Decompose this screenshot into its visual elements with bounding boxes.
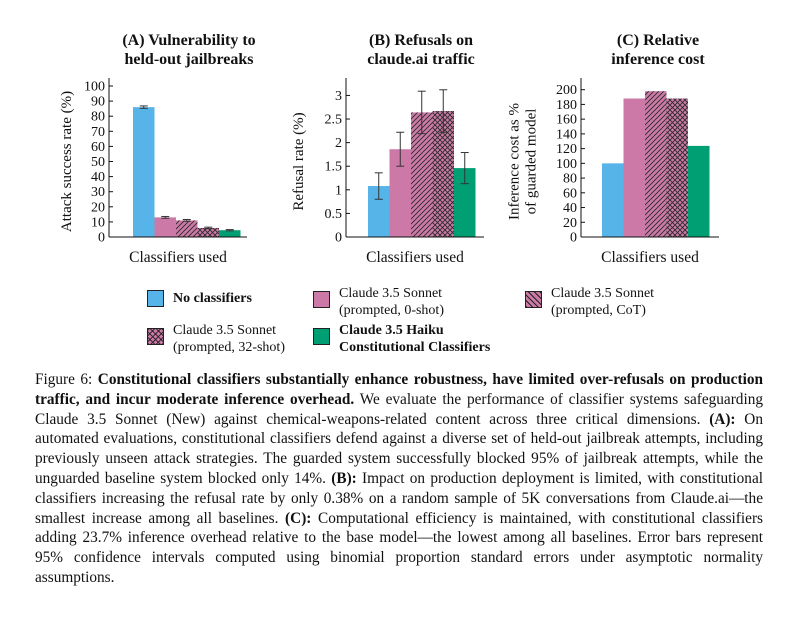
chart-b: (B) Refusals on claude.ai traffic 0 0.5 1 1.5… xyxy=(291,32,484,266)
caption-text-a: On automated evaluations, constitutional… xyxy=(35,410,764,487)
legend-text-sonnet-0shot: Claude 3.5 Sonnet (prompted, 0-shot) xyxy=(339,285,444,319)
legend-label-sonnet-0shot-line2: (prompted, 0-shot) xyxy=(339,303,444,318)
legend-item-haiku-cc: Claude 3.5 Haiku Constitutional Classifi… xyxy=(313,322,490,356)
chart-a: (A) Vulnerability to held-out jailbreaks 0… xyxy=(59,32,256,266)
caption-label: Figure 6: xyxy=(35,371,98,388)
legend-swatch-sonnet-cot xyxy=(525,291,542,308)
chart-b-ytick-label: 0 xyxy=(335,231,342,246)
chart-b-ytick-label: 3 xyxy=(335,89,342,104)
caption-text-c: Computational efficiency is maintained, … xyxy=(35,509,763,586)
chart-b-ytick-label: 0.5 xyxy=(325,207,343,222)
legend-swatch-no-classifiers xyxy=(147,290,164,307)
chart-c-ytick-label: 200 xyxy=(556,83,577,98)
chart-a-ytick-label: 10 xyxy=(91,215,105,230)
chart-a-ytick-label: 30 xyxy=(91,185,105,200)
caption-text-b: Impact on production deployment is limit… xyxy=(35,469,763,527)
chart-b-xlabel: Classifiers used xyxy=(366,249,464,266)
chart-b-ytick-label: 1.5 xyxy=(325,160,343,175)
legend-item-sonnet-0shot: Claude 3.5 Sonnet (prompted, 0-shot) xyxy=(313,285,444,319)
chart-c-bar-none xyxy=(602,163,624,237)
chart-b-ytick-label: 2 xyxy=(335,136,342,151)
chart-b-bar-haiku xyxy=(454,168,476,237)
legend-label-haiku-cc-line2: Constitutional Classifiers xyxy=(339,340,491,355)
chart-b-ytick-label: 1 xyxy=(335,183,342,198)
chart-c-ytick-label: 80 xyxy=(563,172,577,187)
chart-a-bar-none xyxy=(133,107,155,237)
chart-a-bar-haiku xyxy=(219,230,241,237)
legend-text-haiku-cc: Claude 3.5 Haiku Constitutional Classifi… xyxy=(339,322,490,356)
chart-a-bar-cot xyxy=(176,220,198,237)
legend-item-no-classifiers: No classifiers xyxy=(147,290,252,307)
chart-b-bar-shot32 xyxy=(432,111,454,237)
chart-c-xlabel: Classifiers used xyxy=(601,249,699,266)
legend-swatch-sonnet-32shot xyxy=(147,328,164,345)
caption-tag-b: (B): xyxy=(331,469,357,487)
legend-item-sonnet-cot: Claude 3.5 Sonnet (prompted, CoT) xyxy=(525,285,654,319)
chart-c-bar-cot xyxy=(645,91,667,237)
chart-a-ytick-label: 50 xyxy=(91,155,105,170)
chart-a-ytick-label: 60 xyxy=(91,140,105,155)
chart-a-ytick-label: 40 xyxy=(91,170,105,185)
chart-c-title-line-1: (C) Relative xyxy=(617,32,699,49)
legend-swatch-sonnet-0shot xyxy=(313,291,330,308)
chart-a-xlabel: Classifiers used xyxy=(129,249,227,266)
chart-a-ytick-label: 90 xyxy=(91,95,105,110)
legend-label-no-classifiers: No classifiers xyxy=(173,291,252,306)
chart-a-ytick-label: 20 xyxy=(91,200,105,215)
legend-text-sonnet-32shot: Claude 3.5 Sonnet (prompted, 32-shot) xyxy=(173,322,285,356)
chart-c-ylabel-line-2: of guarded model xyxy=(524,109,540,215)
legend-swatch-haiku-cc xyxy=(313,328,330,345)
chart-b-title-line-2: claude.ai traffic xyxy=(367,51,475,68)
charts-figure: (A) Vulnerability to held-out jailbreaks 0… xyxy=(59,32,719,266)
chart-b-bar-none xyxy=(368,186,390,237)
chart-a-title-line-2: held-out jailbreaks xyxy=(124,51,253,68)
legend-label-sonnet-32shot-line1: Claude 3.5 Sonnet xyxy=(173,323,277,338)
legend-item-sonnet-32shot: Claude 3.5 Sonnet (prompted, 32-shot) xyxy=(147,322,285,356)
legend-label-haiku-cc-line1: Claude 3.5 Haiku xyxy=(339,323,444,338)
chart-a-bar-zero_shot xyxy=(154,217,176,237)
chart-b-ytick-label: 2.5 xyxy=(325,113,343,128)
caption-intro: We evaluate the performance of classifie… xyxy=(35,390,763,428)
legend-text-sonnet-cot: Claude 3.5 Sonnet (prompted, CoT) xyxy=(551,285,654,319)
chart-c-bar-haiku xyxy=(688,145,710,237)
chart-c-ylabel-line-1: Inference cost as % xyxy=(507,103,523,220)
chart-a-bar-shot32 xyxy=(197,227,219,237)
chart-a-ylabel-line-1: Attack success rate (%) xyxy=(59,91,75,232)
chart-b-ylabel-line-1: Refusal rate (%) xyxy=(291,112,307,210)
chart-c-ytick-label: 40 xyxy=(563,201,577,216)
caption-tag-a: (A): xyxy=(709,410,736,428)
chart-c-ytick-label: 180 xyxy=(556,98,577,113)
caption-bold-lead: Constitutional classifiers substantially… xyxy=(35,371,763,408)
legend-label-sonnet-32shot-line2: (prompted, 32-shot) xyxy=(173,340,285,355)
chart-c-ytick-label: 60 xyxy=(563,186,577,201)
legend-label-sonnet-cot-line2: (prompted, CoT) xyxy=(551,303,646,318)
chart-a-ytick-label: 100 xyxy=(84,80,105,95)
chart-b-title-line-1: (B) Refusals on xyxy=(369,32,473,49)
chart-c-ytick-label: 0 xyxy=(570,231,577,246)
chart-a-ytick-label: 70 xyxy=(91,125,105,140)
legend-label-sonnet-cot-line1: Claude 3.5 Sonnet xyxy=(551,286,655,301)
chart-c-bar-shot32 xyxy=(666,98,688,238)
chart-a-ytick-label: 0 xyxy=(98,231,105,246)
chart-c-ytick-label: 160 xyxy=(556,113,577,128)
chart-a-title-line-1: (A) Vulnerability to xyxy=(122,32,255,49)
chart-c-ytick-label: 100 xyxy=(556,157,577,172)
chart-c: (C) Relative inference cost 02040608010012… xyxy=(507,32,719,266)
chart-b-bar-cot xyxy=(411,112,433,237)
chart-c-ytick-label: 20 xyxy=(563,216,577,231)
chart-c-title-line-2: inference cost xyxy=(611,51,705,68)
chart-b-bar-zero_shot xyxy=(389,149,411,237)
legend-label-sonnet-0shot-line1: Claude 3.5 Sonnet xyxy=(339,286,443,301)
figure-caption: Figure 6: Constitutional classifiers sub… xyxy=(35,370,763,588)
chart-c-ytick-label: 120 xyxy=(556,142,577,157)
chart-c-ytick-label: 140 xyxy=(556,127,577,142)
chart-c-bar-zero_shot xyxy=(623,98,645,238)
legend: No classifiers Claude 3.5 Sonnet (prompt… xyxy=(0,282,800,362)
chart-a-ytick-label: 80 xyxy=(91,110,105,125)
caption-tag-c: (C): xyxy=(285,509,312,527)
